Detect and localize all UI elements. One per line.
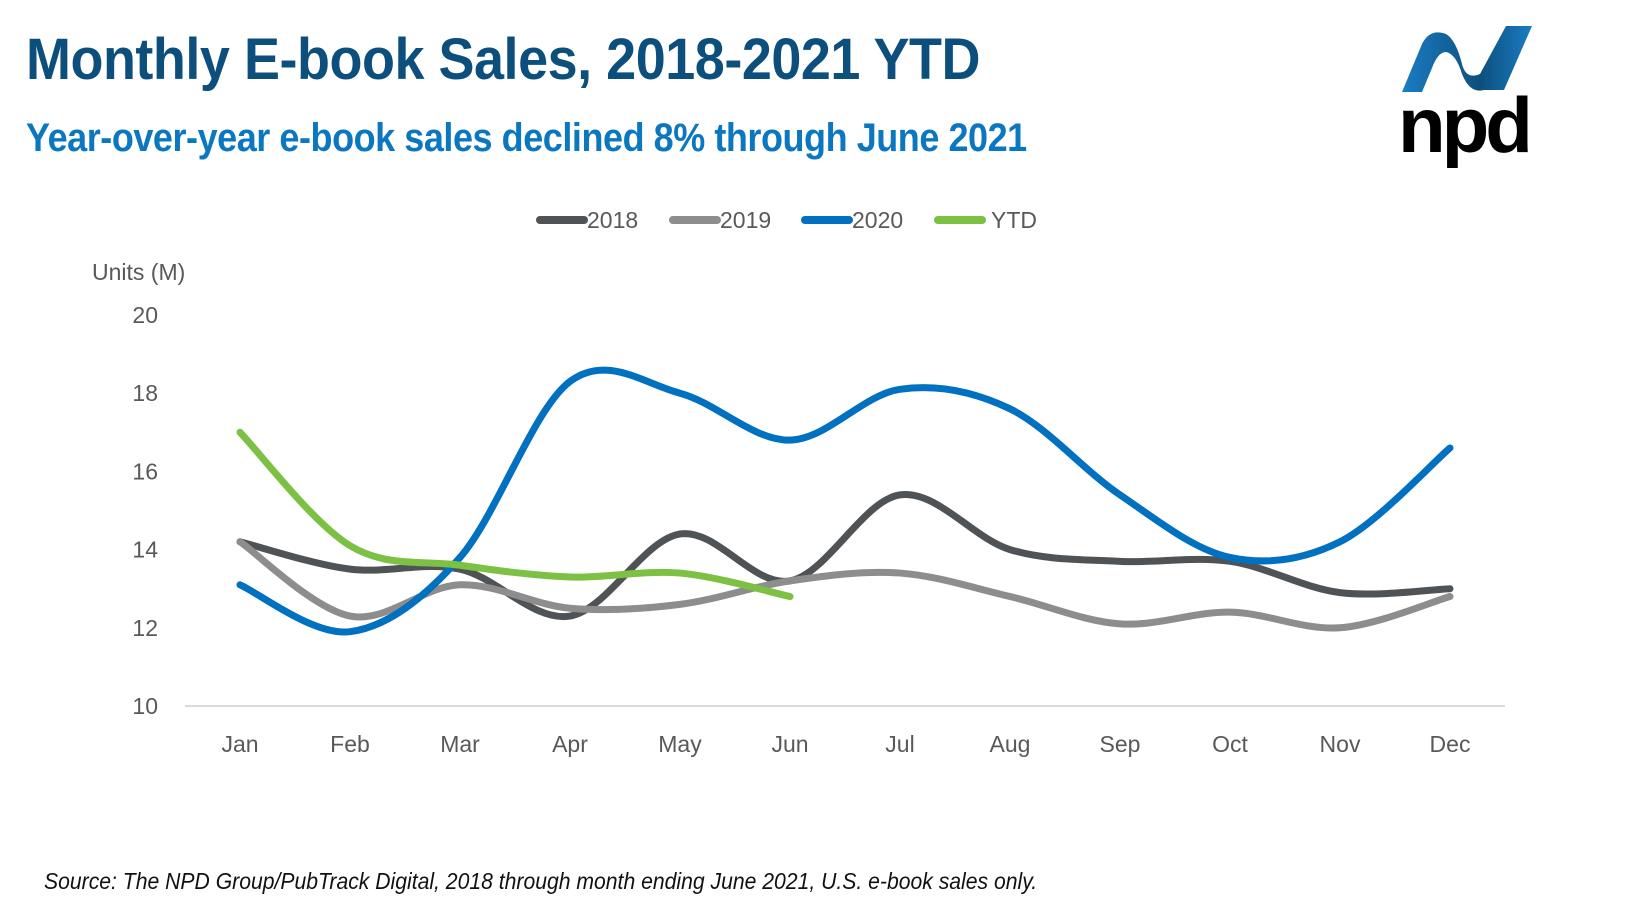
y-tick-label: 18	[132, 380, 158, 406]
x-tick-label: Jul	[885, 731, 914, 757]
y-tick-label: 20	[132, 302, 158, 328]
series-line-ytd	[236, 428, 794, 601]
series-2019	[236, 538, 1454, 632]
x-tick-label: May	[658, 731, 702, 757]
series-ytd	[236, 428, 794, 601]
x-tick-label: Dec	[1430, 731, 1471, 757]
x-tick-label: Oct	[1212, 731, 1248, 757]
legend-item-ytd: YTD	[934, 207, 1037, 233]
npd-logo-text: npd	[1398, 81, 1533, 169]
legend-label: 2020	[852, 207, 903, 233]
legend-label: 2018	[587, 207, 638, 233]
legend-item-2020: 2020	[801, 207, 903, 233]
y-tick-label: 12	[132, 615, 158, 641]
y-tick-label: 14	[132, 537, 158, 563]
x-tick-label: Sep	[1100, 731, 1141, 757]
legend: 2018 2019 2020 YTD	[536, 207, 1037, 233]
x-tick-label: Mar	[440, 731, 480, 757]
series-2020	[236, 366, 1454, 636]
npd-logo-icon	[1402, 26, 1532, 92]
x-tick-label: Nov	[1320, 731, 1361, 757]
legend-label: YTD	[991, 207, 1037, 233]
legend-item-2018: 2018	[536, 207, 638, 233]
series-line-2019	[236, 538, 1454, 632]
line-chart: 2018 2019 2020 YTD Units (M) 10 12 14 16 18 20 J…	[92, 207, 1505, 757]
x-tick-label: Aug	[990, 731, 1031, 757]
legend-item-2019: 2019	[669, 207, 771, 233]
x-tick-label: Jun	[771, 731, 808, 757]
chart-subtitle: Year-over-year e-book sales declined 8% …	[26, 116, 1027, 160]
x-axis-ticks: Jan Feb Mar Apr May Jun Jul Aug Sep Oct Nov Dec	[221, 731, 1470, 757]
x-tick-label: Jan	[221, 731, 258, 757]
source-note: Source: The NPD Group/PubTrack Digital, …	[44, 868, 1038, 894]
series-lines	[236, 366, 1454, 636]
series-line-2020	[236, 366, 1454, 636]
y-tick-label: 10	[132, 693, 158, 719]
x-tick-label: Feb	[330, 731, 370, 757]
y-axis-label: Units (M)	[92, 259, 185, 285]
y-axis-ticks: 10 12 14 16 18 20	[132, 302, 158, 719]
y-tick-label: 16	[132, 458, 158, 484]
x-tick-label: Apr	[552, 731, 588, 757]
chart-title: Monthly E-book Sales, 2018-2021 YTD	[26, 27, 980, 92]
legend-label: 2019	[720, 207, 771, 233]
